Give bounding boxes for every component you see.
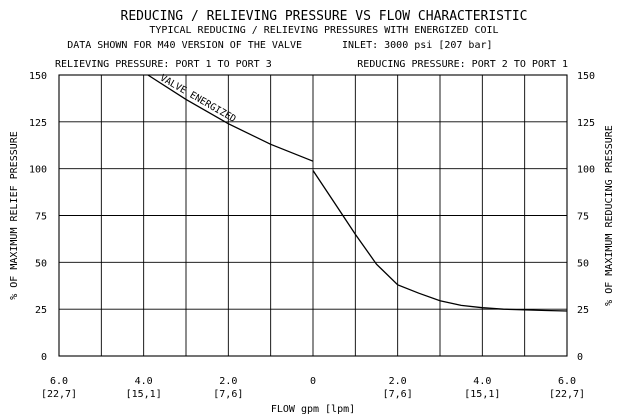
x-tick-label: 4.0 xyxy=(135,376,153,387)
chart-title: REDUCING / RELIEVING PRESSURE VS FLOW CH… xyxy=(121,9,528,24)
chart-subtitle-2: DATA SHOWN FOR M40 VERSION OF THE VALVE xyxy=(67,40,302,51)
y-tick-label-left: 0 xyxy=(41,352,47,363)
relieving-pressure-curve xyxy=(147,74,314,162)
y-tick-label-left: 25 xyxy=(35,305,47,316)
x-tick-label: 6.0 xyxy=(50,376,68,387)
y-axis-right-ticks: 0 25 50 75 100 125 150 xyxy=(577,71,595,363)
grid-lines xyxy=(59,75,567,356)
x-tick-sublabel: [22,7] xyxy=(41,389,77,400)
x-tick-label: 0 xyxy=(310,376,316,387)
x-tick-label: 2.0 xyxy=(219,376,237,387)
y-tick-label-right: 75 xyxy=(577,212,589,223)
reducing-port-label: REDUCING PRESSURE: PORT 2 TO PORT 1 xyxy=(357,59,568,70)
y-tick-label-right: 25 xyxy=(577,305,589,316)
y-tick-label-left: 75 xyxy=(35,212,47,223)
plot-frame xyxy=(58,74,568,357)
y-axis-left-label: % OF MAXIMUM RELIEF PRESSURE xyxy=(9,131,20,300)
y-axis-left-ticks: 0 25 50 75 100 125 150 xyxy=(29,71,47,363)
curves xyxy=(147,74,568,312)
y-tick-label-right: 0 xyxy=(577,352,583,363)
y-axis-right-label: % OF MAXIMUM REDUCING PRESSURE xyxy=(604,125,615,306)
y-tick-label-right: 50 xyxy=(577,258,589,269)
y-tick-label-left: 100 xyxy=(29,165,47,176)
y-tick-label-left: 125 xyxy=(29,118,47,129)
x-tick-sublabel: [15,1] xyxy=(464,389,500,400)
y-tick-label-right: 150 xyxy=(577,71,595,82)
chart-subtitle-3: INLET: 3000 psi [207 bar] xyxy=(342,40,493,51)
y-tick-label-left: 150 xyxy=(29,71,47,82)
x-tick-label: 4.0 xyxy=(473,376,491,387)
x-axis-label: FLOW gpm [lpm] xyxy=(271,404,355,415)
valve-energized-annotation: VALVE ENERGIZED xyxy=(158,73,238,125)
x-tick-label: 2.0 xyxy=(389,376,407,387)
chart-subtitle-1: TYPICAL REDUCING / RELIEVING PRESSURES W… xyxy=(149,25,498,36)
x-tick-label: 6.0 xyxy=(558,376,576,387)
x-axis-ticks: 6.0 [22,7] 4.0 [15,1] 2.0 [7,6] 0 2.0 [7,6] 4.0 [1… xyxy=(41,376,585,400)
relieving-port-label: RELIEVING PRESSURE: PORT 1 TO PORT 3 xyxy=(55,59,272,70)
x-tick-sublabel: [15,1] xyxy=(126,389,162,400)
y-tick-label-left: 50 xyxy=(35,258,47,269)
reducing-pressure-curve xyxy=(312,170,568,312)
x-tick-sublabel: [7,6] xyxy=(213,389,243,400)
y-tick-label-right: 100 xyxy=(577,165,595,176)
x-tick-sublabel: [7,6] xyxy=(383,389,413,400)
y-tick-label-right: 125 xyxy=(577,118,595,129)
x-tick-sublabel: [22,7] xyxy=(549,389,585,400)
